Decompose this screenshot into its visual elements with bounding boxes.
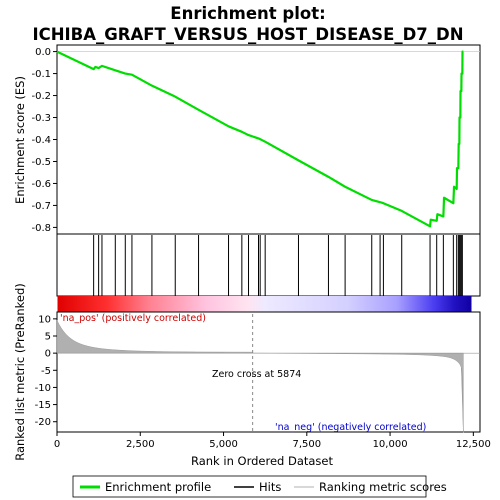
neg-correlated-label: 'na_neg' (negatively correlated) [275, 422, 426, 433]
es-y-ticks: 0.0 -0.1 -0.2 -0.3 -0.4 -0.5 -0.6 -0.7 -0.8 [31, 47, 57, 234]
es-tick-label: -0.2 [31, 91, 51, 102]
x-axis-ticks: 0 2,500 5,000 7,500 10,000 12,500 [54, 432, 491, 450]
es-tick-label: -0.3 [31, 113, 51, 124]
x-axis-label: Rank in Ordered Dataset [191, 454, 334, 468]
hits-panel [56, 233, 481, 297]
pos-correlated-label: 'na_pos' (positively correlated) [60, 313, 206, 324]
es-tick-label: 0.0 [35, 47, 51, 58]
x-tick-label: 10,000 [373, 439, 408, 450]
x-tick-label: 12,500 [456, 439, 491, 450]
es-curve [56, 50, 464, 228]
es-panel [56, 44, 481, 235]
es-tick-label: -0.8 [31, 223, 51, 234]
es-tick-label: -0.4 [31, 135, 51, 146]
rank-color-band [57, 296, 472, 312]
ranking-metric [56, 314, 480, 433]
metric-tick-label: -5 [41, 366, 51, 377]
metric-tick-label: 0 [45, 349, 51, 360]
enrichment-profile [56, 50, 480, 228]
legend-metric-label: Ranking metric scores [319, 480, 447, 494]
legend-es-label: Enrichment profile [105, 480, 211, 494]
x-tick-label: 2,500 [126, 439, 155, 450]
es-tick-label: -0.5 [31, 157, 51, 168]
metric-y-ticks: 10 5 0 -5 -10 -15 -20 [35, 314, 57, 428]
legend: Enrichment profile Hits Ranking metric s… [72, 475, 447, 498]
es-tick-label: -0.1 [31, 69, 51, 80]
es-tick-label: -0.6 [31, 179, 51, 190]
x-tick-label: 7,500 [292, 439, 321, 450]
zero-cross-label: Zero cross at 5874 [212, 369, 301, 380]
metric-panel [56, 311, 481, 433]
metric-tick-label: -15 [35, 400, 51, 411]
x-tick-label: 5,000 [209, 439, 238, 450]
metric-tick-label: 10 [38, 314, 51, 325]
metric-tick-label: -20 [35, 417, 51, 428]
x-tick-label: 0 [54, 439, 60, 450]
chart-title-line1: Enrichment plot: [170, 4, 325, 23]
metric-y-axis-label: Ranked list metric (PreRanked) [13, 283, 27, 461]
metric-tick-label: 5 [45, 332, 51, 343]
es-y-axis-label: Enrichment score (ES) [13, 76, 27, 204]
chart-title-line2: ICHIBA_GRAFT_VERSUS_HOST_DISEASE_D7_DN [32, 25, 463, 44]
es-tick-label: -0.7 [31, 201, 51, 212]
hit-lines [93, 235, 463, 296]
legend-hits-label: Hits [259, 480, 281, 494]
metric-tick-label: -10 [35, 383, 51, 394]
